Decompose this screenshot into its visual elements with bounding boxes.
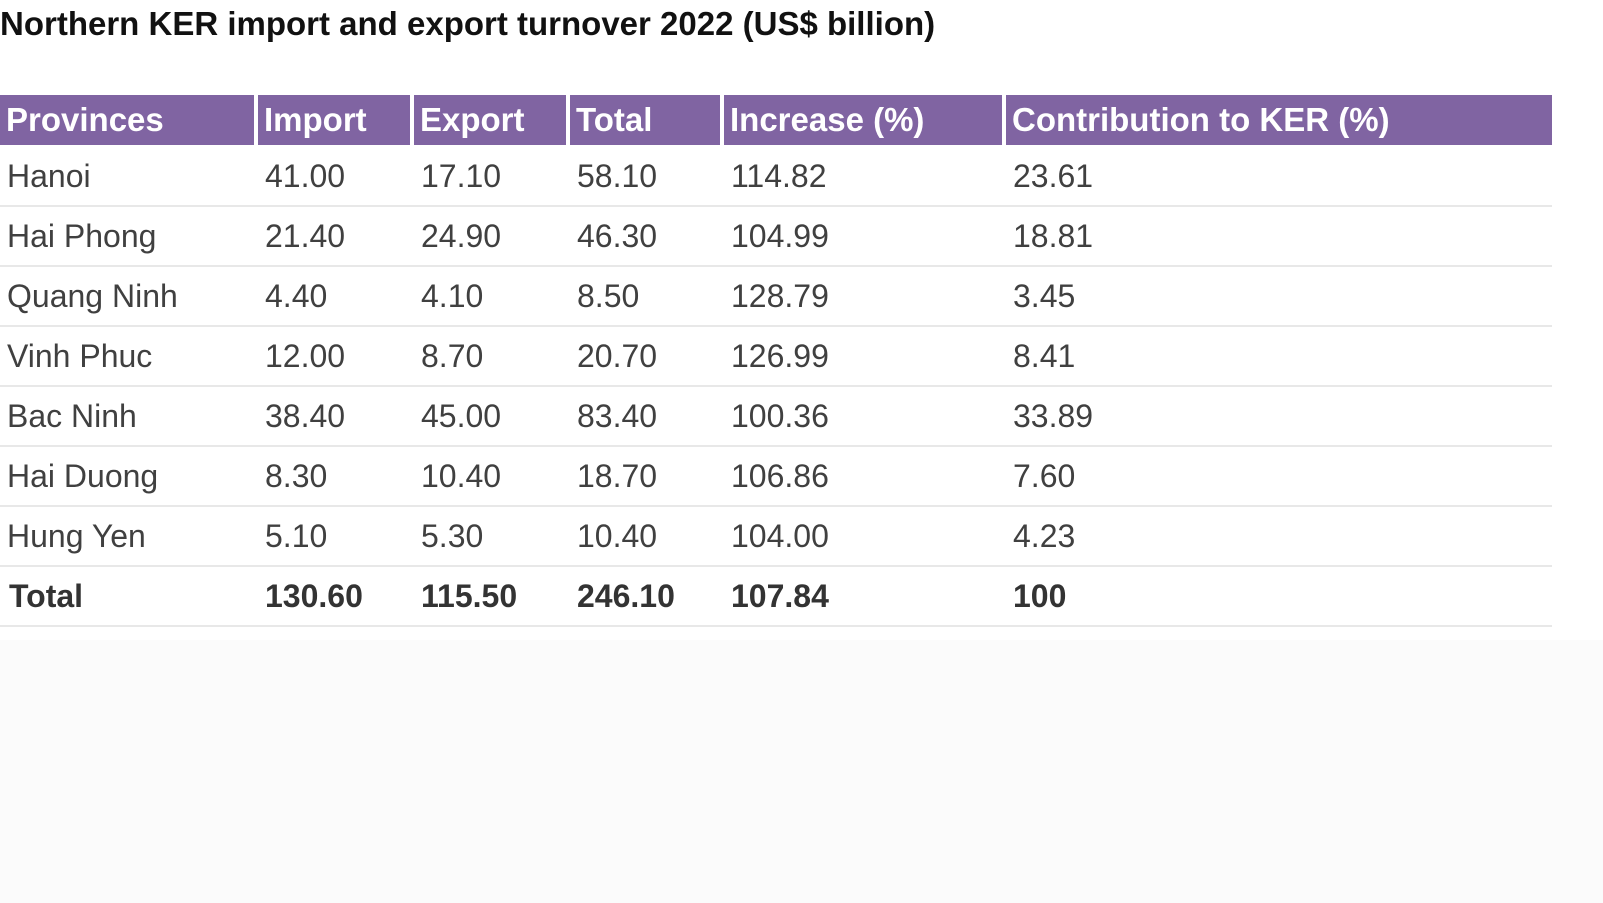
increase-cell: 104.99 xyxy=(724,207,1006,267)
export-cell: 4.10 xyxy=(414,267,570,327)
total-cell: 10.40 xyxy=(570,507,724,567)
data-table: Provinces Import Export Total Increase (… xyxy=(0,93,1552,627)
export-cell: 45.00 xyxy=(414,387,570,447)
province-cell: Hai Phong xyxy=(0,207,258,267)
increase-cell: 128.79 xyxy=(724,267,1006,327)
total-cell: 83.40 xyxy=(570,387,724,447)
total-cell: 46.30 xyxy=(570,207,724,267)
table-row: Quang Ninh 4.40 4.10 8.50 128.79 3.45 xyxy=(0,267,1552,327)
export-cell: 10.40 xyxy=(414,447,570,507)
province-cell: Quang Ninh xyxy=(0,267,258,327)
total-cell: 20.70 xyxy=(570,327,724,387)
province-cell: Hai Duong xyxy=(0,447,258,507)
column-header-increase: Increase (%) xyxy=(724,93,1006,147)
column-header-import: Import xyxy=(258,93,414,147)
province-cell: Hung Yen xyxy=(0,507,258,567)
table-row: Hai Phong 21.40 24.90 46.30 104.99 18.81 xyxy=(0,207,1552,267)
import-cell: 4.40 xyxy=(258,267,414,327)
import-cell: 12.00 xyxy=(258,327,414,387)
import-cell: 41.00 xyxy=(258,147,414,207)
header-row: Provinces Import Export Total Increase (… xyxy=(0,93,1552,147)
total-contribution-cell: 100 xyxy=(1006,567,1552,627)
import-cell: 38.40 xyxy=(258,387,414,447)
column-header-total: Total xyxy=(570,93,724,147)
total-province-cell: Total xyxy=(0,567,258,627)
export-cell: 8.70 xyxy=(414,327,570,387)
total-row: Total 130.60 115.50 246.10 107.84 100 xyxy=(0,567,1552,627)
province-cell: Hanoi xyxy=(0,147,258,207)
import-cell: 8.30 xyxy=(258,447,414,507)
total-import-cell: 130.60 xyxy=(258,567,414,627)
table-body: Hanoi 41.00 17.10 58.10 114.82 23.61 Hai Phong… xyxy=(0,147,1552,627)
total-cell: 8.50 xyxy=(570,267,724,327)
total-export-cell: 115.50 xyxy=(414,567,570,627)
column-header-provinces: Provinces xyxy=(0,93,258,147)
export-cell: 17.10 xyxy=(414,147,570,207)
column-header-export: Export xyxy=(414,93,570,147)
contribution-cell: 3.45 xyxy=(1006,267,1552,327)
table-row: Vinh Phuc 12.00 8.70 20.70 126.99 8.41 xyxy=(0,327,1552,387)
table-title: Northern KER import and export turnover … xyxy=(0,5,936,42)
total-cell: 18.70 xyxy=(570,447,724,507)
province-cell: Vinh Phuc xyxy=(0,327,258,387)
contribution-cell: 8.41 xyxy=(1006,327,1552,387)
increase-cell: 104.00 xyxy=(724,507,1006,567)
total-increase-cell: 107.84 xyxy=(724,567,1006,627)
table-row: Hung Yen 5.10 5.30 10.40 104.00 4.23 xyxy=(0,507,1552,567)
export-cell: 5.30 xyxy=(414,507,570,567)
export-cell: 24.90 xyxy=(414,207,570,267)
contribution-cell: 23.61 xyxy=(1006,147,1552,207)
contribution-cell: 4.23 xyxy=(1006,507,1552,567)
province-cell: Bac Ninh xyxy=(0,387,258,447)
table-row: Hai Duong 8.30 10.40 18.70 106.86 7.60 xyxy=(0,447,1552,507)
contribution-cell: 33.89 xyxy=(1006,387,1552,447)
total-total-cell: 246.10 xyxy=(570,567,724,627)
increase-cell: 100.36 xyxy=(724,387,1006,447)
increase-cell: 106.86 xyxy=(724,447,1006,507)
contribution-cell: 18.81 xyxy=(1006,207,1552,267)
background-strip xyxy=(0,640,1603,903)
import-cell: 5.10 xyxy=(258,507,414,567)
table-row: Hanoi 41.00 17.10 58.10 114.82 23.61 xyxy=(0,147,1552,207)
increase-cell: 126.99 xyxy=(724,327,1006,387)
column-header-contribution: Contribution to KER (%) xyxy=(1006,93,1552,147)
increase-cell: 114.82 xyxy=(724,147,1006,207)
total-cell: 58.10 xyxy=(570,147,724,207)
table-header: Provinces Import Export Total Increase (… xyxy=(0,93,1552,147)
import-cell: 21.40 xyxy=(258,207,414,267)
table-row: Bac Ninh 38.40 45.00 83.40 100.36 33.89 xyxy=(0,387,1552,447)
contribution-cell: 7.60 xyxy=(1006,447,1552,507)
